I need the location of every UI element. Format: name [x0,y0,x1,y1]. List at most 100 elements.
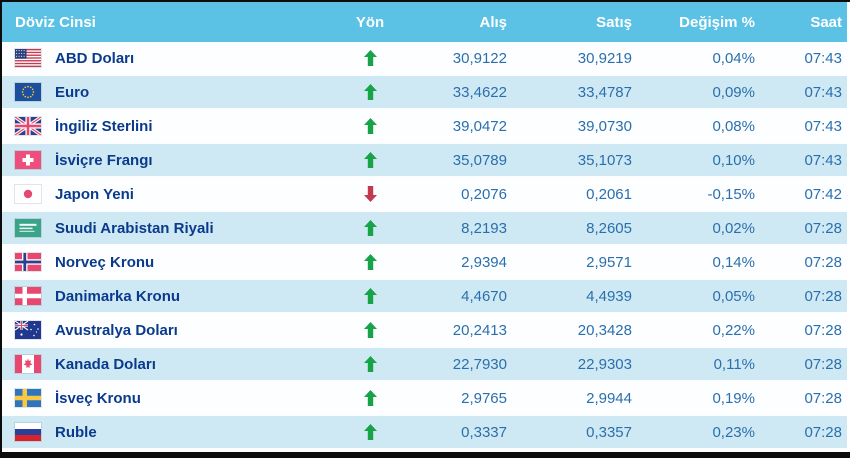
sell-value: 30,9219 [577,49,632,67]
flag-eu-icon [15,83,41,101]
table-row[interactable]: İngiliz Sterlini 39,0472 39,0730 0,08% 0… [2,110,847,144]
time-value: 07:28 [804,321,842,339]
up-arrow-icon [363,220,377,236]
flag-dk-icon [15,287,41,305]
change-value: 0,08% [712,117,755,135]
up-arrow-icon [363,356,377,372]
change-value: 0,05% [712,287,755,305]
up-arrow-icon [363,322,377,338]
column-header-buy: Alış [479,13,507,31]
table-row[interactable]: Suudi Arabistan Riyali 8,2193 8,2605 0,0… [2,212,847,246]
table-row[interactable]: İsviçre Frangı 35,0789 35,1073 0,10% 07:… [2,144,847,178]
buy-value: 22,7930 [452,355,507,373]
table-row[interactable]: Norveç Kronu 2,9394 2,9571 0,14% 07:28 [2,246,847,280]
flag-ch-icon [15,151,41,169]
time-value: 07:28 [804,253,842,271]
currency-name: Japon Yeni [55,185,134,203]
buy-value: 35,0789 [452,151,507,169]
table-row[interactable]: Kanada Doları 22,7930 22,9303 0,11% 07:2… [2,348,847,382]
up-arrow-icon [363,50,377,66]
currency-name: Ruble [55,423,97,441]
down-arrow-icon [363,186,377,202]
table-row[interactable]: Avustralya Doları 20,2413 20,3428 0,22% … [2,314,847,348]
buy-value: 0,2076 [461,185,507,203]
sell-value: 35,1073 [577,151,632,169]
currency-name: İngiliz Sterlini [55,117,153,135]
up-arrow-icon [363,84,377,100]
column-header-time: Saat [810,13,842,31]
buy-value: 33,4622 [452,83,507,101]
frame-top-border [0,0,850,2]
flag-no-icon [15,253,41,271]
currency-name: İsveç Kronu [55,389,141,407]
time-value: 07:43 [804,151,842,169]
flag-gb-icon [15,117,41,135]
change-value: 0,10% [712,151,755,169]
table-row[interactable]: Euro 33,4622 33,4787 0,09% 07:43 [2,76,847,110]
table-row[interactable]: Japon Yeni 0,2076 0,2061 -0,15% 07:42 [2,178,847,212]
time-value: 07:28 [804,219,842,237]
sell-value: 4,4939 [586,287,632,305]
change-value: 0,23% [712,423,755,441]
sell-value: 8,2605 [586,219,632,237]
change-value: 0,02% [712,219,755,237]
change-value: 0,09% [712,83,755,101]
sell-value: 20,3428 [577,321,632,339]
buy-value: 0,3337 [461,423,507,441]
time-value: 07:43 [804,117,842,135]
buy-value: 8,2193 [461,219,507,237]
up-arrow-icon [363,118,377,134]
column-header-currency: Döviz Cinsi [15,13,96,31]
time-value: 07:42 [804,185,842,203]
change-value: 0,04% [712,49,755,67]
sell-value: 39,0730 [577,117,632,135]
currency-name: Avustralya Doları [55,321,178,339]
buy-value: 4,4670 [461,287,507,305]
column-header-change: Değişim % [679,13,755,31]
table-row[interactable]: ABD Doları 30,9122 30,9219 0,04% 07:43 [2,42,847,76]
flag-ru-icon [15,423,41,441]
buy-value: 39,0472 [452,117,507,135]
buy-value: 30,9122 [452,49,507,67]
flag-jp-icon [15,185,41,203]
buy-value: 20,2413 [452,321,507,339]
time-value: 07:43 [804,49,842,67]
up-arrow-icon [363,390,377,406]
exchange-rates-table: Döviz Cinsi Yön Alış Satış Değişim % Saa… [2,2,847,452]
currency-name: Kanada Doları [55,355,156,373]
sell-value: 2,9944 [586,389,632,407]
sell-value: 33,4787 [577,83,632,101]
change-value: 0,11% [713,355,755,373]
currency-name: Norveç Kronu [55,253,155,271]
column-header-sell: Satış [596,13,632,31]
time-value: 07:28 [804,355,842,373]
table-header-row: Döviz Cinsi Yön Alış Satış Değişim % Saa… [2,2,847,42]
currency-name: Suudi Arabistan Riyali [55,219,214,237]
buy-value: 2,9765 [461,389,507,407]
column-header-direction: Yön [355,13,385,31]
currency-name: Euro [55,83,90,101]
up-arrow-icon [363,288,377,304]
change-value: -0,15% [707,185,755,203]
currency-name: ABD Doları [55,49,135,67]
up-arrow-icon [363,254,377,270]
table-row[interactable]: Danimarka Kronu 4,4670 4,4939 0,05% 07:2… [2,280,847,314]
currency-name: İsviçre Frangı [55,151,153,169]
buy-value: 2,9394 [461,253,507,271]
frame-bottom-border [0,452,850,458]
time-value: 07:28 [804,389,842,407]
table-row[interactable]: Ruble 0,3337 0,3357 0,23% 07:28 [2,416,847,450]
flag-au-icon [15,321,41,339]
flag-sa-icon [15,219,41,237]
time-value: 07:28 [804,423,842,441]
flag-se-icon [15,389,41,407]
sell-value: 2,9571 [586,253,632,271]
time-value: 07:43 [804,83,842,101]
sell-value: 0,2061 [586,185,632,203]
table-body: ABD Doları 30,9122 30,9219 0,04% 07:43 E… [2,42,847,450]
flag-us-icon [15,49,41,67]
up-arrow-icon [363,424,377,440]
table-row[interactable]: İsveç Kronu 2,9765 2,9944 0,19% 07:28 [2,382,847,416]
flag-ca-icon [15,355,41,373]
change-value: 0,14% [712,253,755,271]
